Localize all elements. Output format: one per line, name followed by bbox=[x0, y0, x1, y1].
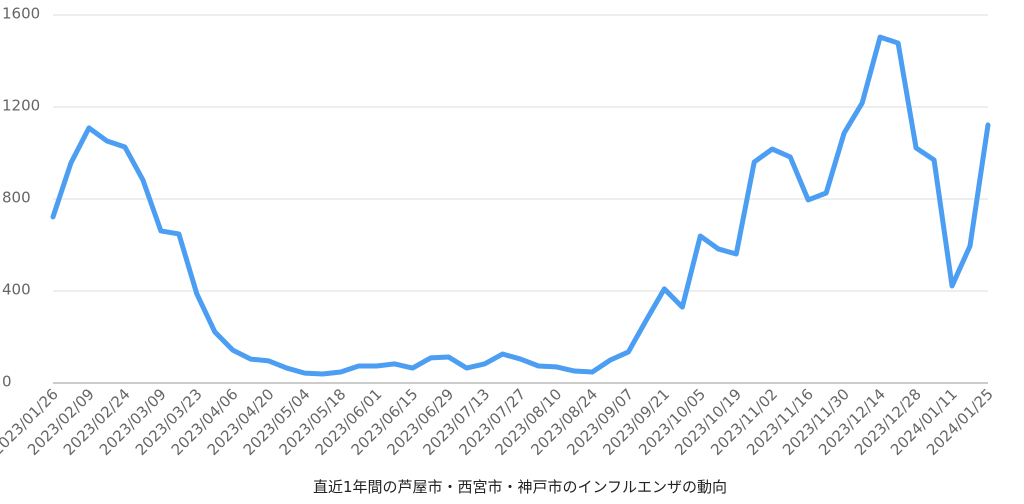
y-tick-label: 0 bbox=[2, 373, 12, 391]
y-tick-label: 1200 bbox=[2, 97, 40, 115]
y-tick-label: 1600 bbox=[2, 5, 40, 23]
y-tick-label: 800 bbox=[2, 189, 31, 207]
chart-title: 直近1年間の芦屋市・西宮市・神戸市のインフルエンザの動向 bbox=[313, 478, 727, 496]
y-tick-label: 400 bbox=[2, 281, 31, 299]
line bbox=[50, 34, 991, 377]
